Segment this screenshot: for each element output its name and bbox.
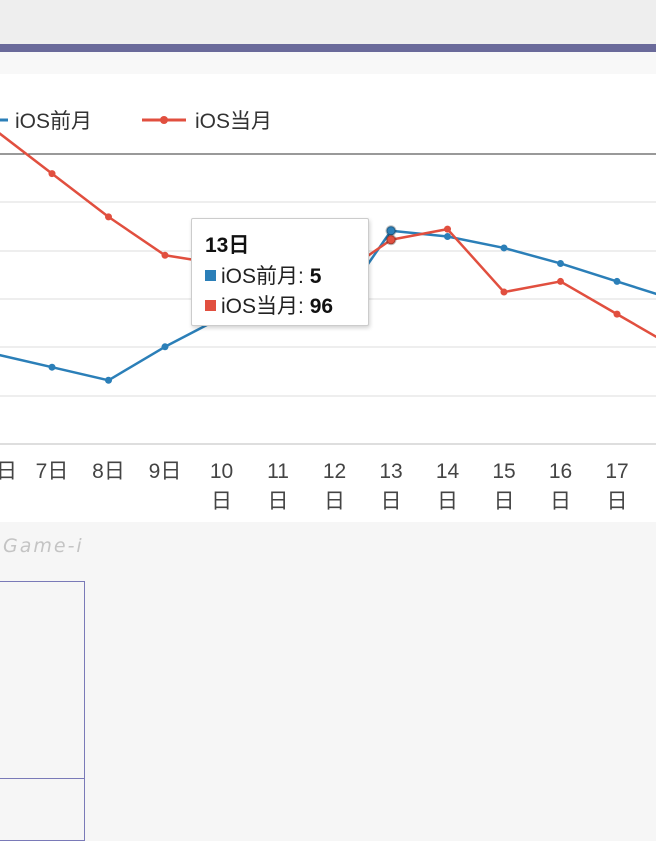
legend-marker-ios-curr [160, 116, 168, 124]
data-point-ios-curr [613, 310, 621, 318]
legend-label-ios-curr[interactable]: iOS当月 [195, 110, 272, 133]
data-point-ios-curr [105, 213, 112, 221]
x-tick-label: 15 日 [492, 460, 515, 513]
tooltip-swatch-ios-curr [205, 299, 216, 311]
data-point-ios-prev [444, 233, 451, 241]
chart-panel: iOS前月 iOS当月 7日 8日 9日 10 日 11 日 12 日 13 日 14 日 15 日 16 日 1… [0, 74, 656, 522]
tooltip-series-name: iOS前月 [221, 265, 299, 288]
data-point-ios-curr [48, 170, 56, 178]
x-tick-label: 8日 [92, 460, 125, 483]
x-tick-label: 13 日 [379, 460, 402, 513]
data-point-ios-curr [557, 277, 564, 285]
legend: iOS前月 iOS当月 [0, 110, 272, 133]
data-point-ios-prev [557, 259, 564, 267]
data-point-ios-prev [48, 363, 56, 371]
tooltip-title: 13日 [205, 234, 250, 257]
data-point-ios-prev [105, 376, 112, 384]
data-point-ios-prev [613, 277, 621, 285]
header-band [0, 52, 656, 74]
lower-table-frame [0, 581, 85, 841]
tooltip-row-ios-prev: iOS前月: 5 [205, 260, 321, 290]
data-point-ios-curr [385, 234, 397, 246]
tooltip-row-ios-curr: iOS当月: 96 [205, 290, 333, 320]
x-tick-label: 16 日 [549, 460, 572, 513]
x-tick-label: 9日 [149, 460, 182, 483]
x-tick-label: 12 日 [323, 460, 346, 513]
brand-watermark: Game-i [3, 535, 84, 557]
tooltip-value: 5 [309, 265, 322, 288]
x-tick-label: 10 日 [210, 460, 233, 513]
chart-tooltip: 13日 iOS前月: 5 iOS当月: 96 [191, 218, 369, 326]
header-accent-bar [0, 44, 656, 52]
table-divider [0, 778, 84, 779]
data-point-ios-curr [444, 225, 451, 233]
top-bar [0, 0, 656, 44]
x-tick-label: 14 日 [436, 460, 460, 513]
x-tick-label: 7日 [36, 460, 69, 483]
x-tick-label: 17 日 [605, 460, 628, 513]
tooltip-swatch-ios-prev [205, 269, 216, 281]
x-tick-label: 11 日 [267, 460, 289, 513]
x-axis-ticks: 7日 8日 9日 10 日 11 日 12 日 13 日 14 日 15 日 16 日 17 日 日 [0, 460, 629, 513]
legend-label-ios-prev[interactable]: iOS前月 [15, 110, 92, 133]
data-point-ios-prev [500, 244, 508, 252]
x-tick-label-clipped: 日 [0, 460, 17, 483]
tooltip-series-name: iOS当月 [221, 295, 299, 318]
tooltip-value: 96 [309, 295, 334, 318]
data-point-ios-curr [500, 288, 508, 296]
data-point-ios-curr [161, 251, 169, 259]
data-point-ios-prev [161, 343, 169, 351]
data-point-ios-prev [385, 225, 397, 237]
